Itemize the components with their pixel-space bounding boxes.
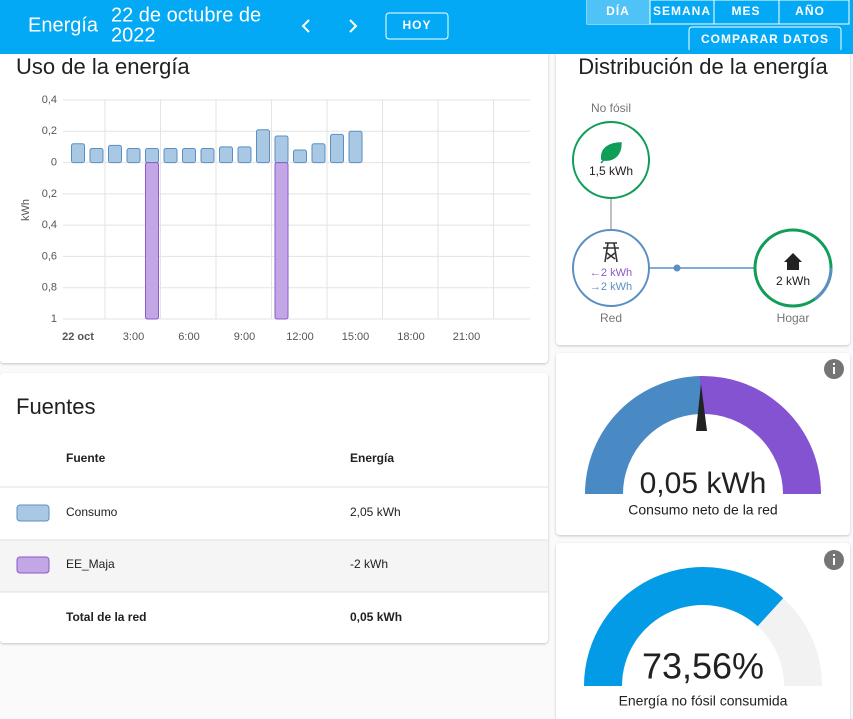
gauge-label: Energía no fósil consumida bbox=[619, 693, 788, 709]
node-value: 1,5 kWh bbox=[589, 164, 633, 178]
source-energy: -2 kWh bbox=[350, 557, 388, 571]
total-label: Total de la red bbox=[66, 610, 146, 624]
tab[interactable]: AÑO bbox=[795, 3, 825, 18]
card-title: Distribución de la energía bbox=[578, 54, 828, 79]
bar bbox=[256, 129, 270, 164]
bar bbox=[108, 144, 122, 164]
legend-swatch bbox=[16, 504, 50, 522]
bar bbox=[89, 147, 104, 164]
source-name: EE_Maja bbox=[66, 557, 115, 571]
tab[interactable]: MES bbox=[731, 4, 760, 18]
y-tick-label: 0,4 bbox=[42, 94, 57, 106]
prev-button[interactable] bbox=[301, 19, 310, 33]
compare-label: COMPARAR DATOS bbox=[701, 32, 829, 46]
bar bbox=[200, 147, 215, 164]
bar bbox=[330, 133, 344, 164]
source-energy: 2,05 kWh bbox=[350, 505, 401, 519]
x-tick-label: 15:00 bbox=[342, 331, 370, 343]
bar bbox=[182, 147, 196, 164]
tab-selected[interactable] bbox=[587, 0, 650, 24]
total-value: 0,05 kWh bbox=[350, 610, 402, 624]
bar bbox=[274, 135, 289, 164]
net-gauge-card bbox=[556, 353, 850, 535]
y-axis-label: kWh bbox=[20, 199, 32, 221]
bar bbox=[126, 147, 141, 164]
header-date: 2022 bbox=[111, 24, 156, 46]
bar bbox=[71, 143, 85, 164]
node-label: Red bbox=[600, 311, 622, 325]
next-button[interactable] bbox=[349, 19, 358, 33]
y-tick-label: 0,8 bbox=[42, 282, 57, 294]
grid-return: ←2 kWh bbox=[590, 267, 632, 279]
today-button[interactable] bbox=[385, 12, 449, 40]
bar bbox=[348, 130, 363, 164]
y-tick-label: 1 bbox=[51, 313, 57, 325]
node-value: 2 kWh bbox=[776, 274, 810, 288]
bar bbox=[219, 146, 233, 164]
tab[interactable]: DÍA bbox=[606, 3, 630, 18]
info-glyph bbox=[833, 554, 835, 556]
node-label: No fósil bbox=[591, 101, 631, 115]
header-edge bbox=[0, 50, 853, 54]
node-label: Hogar bbox=[777, 311, 810, 325]
tab[interactable]: SEMANA bbox=[653, 4, 711, 18]
source-rows: Consumo 2,05 kWh EE_Maja -2 kWh bbox=[16, 504, 401, 574]
tower-icon bbox=[603, 242, 619, 263]
gauge-return bbox=[700, 375, 821, 494]
info-glyph bbox=[833, 363, 835, 365]
y-tick-label: 0,4 bbox=[42, 219, 57, 231]
grid-node bbox=[572, 229, 650, 307]
x-tick-label: 21:00 bbox=[453, 331, 481, 343]
home-grid-share bbox=[814, 267, 833, 301]
bar bbox=[237, 146, 252, 164]
bar bbox=[145, 147, 159, 164]
grid-consumption: →2 kWh bbox=[590, 281, 632, 293]
gauge-fill bbox=[584, 567, 784, 686]
card-title: Fuentes bbox=[16, 394, 96, 419]
x-tick-label: 22 oct bbox=[62, 331, 94, 343]
x-tick-label: 9:00 bbox=[234, 331, 255, 343]
info-glyph bbox=[833, 367, 835, 374]
header-title: Energía bbox=[28, 14, 99, 36]
bar bbox=[311, 143, 326, 164]
today-label: HOY bbox=[402, 18, 431, 32]
gauge-value: 0,05 kWh bbox=[640, 467, 767, 500]
bar bbox=[163, 147, 178, 164]
y-tick-label: 0,6 bbox=[42, 250, 57, 262]
home-icon bbox=[784, 253, 802, 270]
x-tick-label: 3:00 bbox=[123, 331, 144, 343]
gauge-label: Consumo neto de la red bbox=[628, 502, 777, 518]
row-highlight bbox=[0, 540, 548, 592]
gauge-value: 73,56% bbox=[642, 646, 764, 687]
gauge-needle bbox=[696, 384, 707, 431]
leaf-icon bbox=[600, 142, 622, 164]
bar bbox=[145, 162, 159, 320]
x-tick-label: 12:00 bbox=[286, 331, 314, 343]
header-date: 22 de octubre de bbox=[111, 4, 261, 26]
legend-swatch bbox=[16, 556, 50, 574]
bar bbox=[274, 162, 289, 320]
y-tick-label: 0 bbox=[51, 156, 57, 168]
gauge-consumption bbox=[585, 376, 700, 494]
usage-chart: kWh 0,4 0,2 0 0,2 0,4 0,6 0,8 1 22 oct 3:00 6:00 9:0… bbox=[20, 94, 530, 343]
source-name: Consumo bbox=[66, 505, 118, 519]
flow-dot bbox=[673, 264, 681, 272]
fossil-gauge-card bbox=[556, 543, 850, 719]
x-tick-label: 6:00 bbox=[178, 331, 199, 343]
column-header: Energía bbox=[350, 451, 394, 465]
y-tick-label: 0,2 bbox=[42, 125, 57, 137]
column-header: Fuente bbox=[66, 451, 106, 465]
x-tick-label: 18:00 bbox=[397, 331, 425, 343]
info-glyph bbox=[833, 558, 835, 565]
bar bbox=[293, 149, 307, 164]
y-tick-label: 0,2 bbox=[42, 188, 57, 200]
card-title: Uso de la energía bbox=[16, 54, 190, 79]
usage-card bbox=[0, 50, 548, 363]
